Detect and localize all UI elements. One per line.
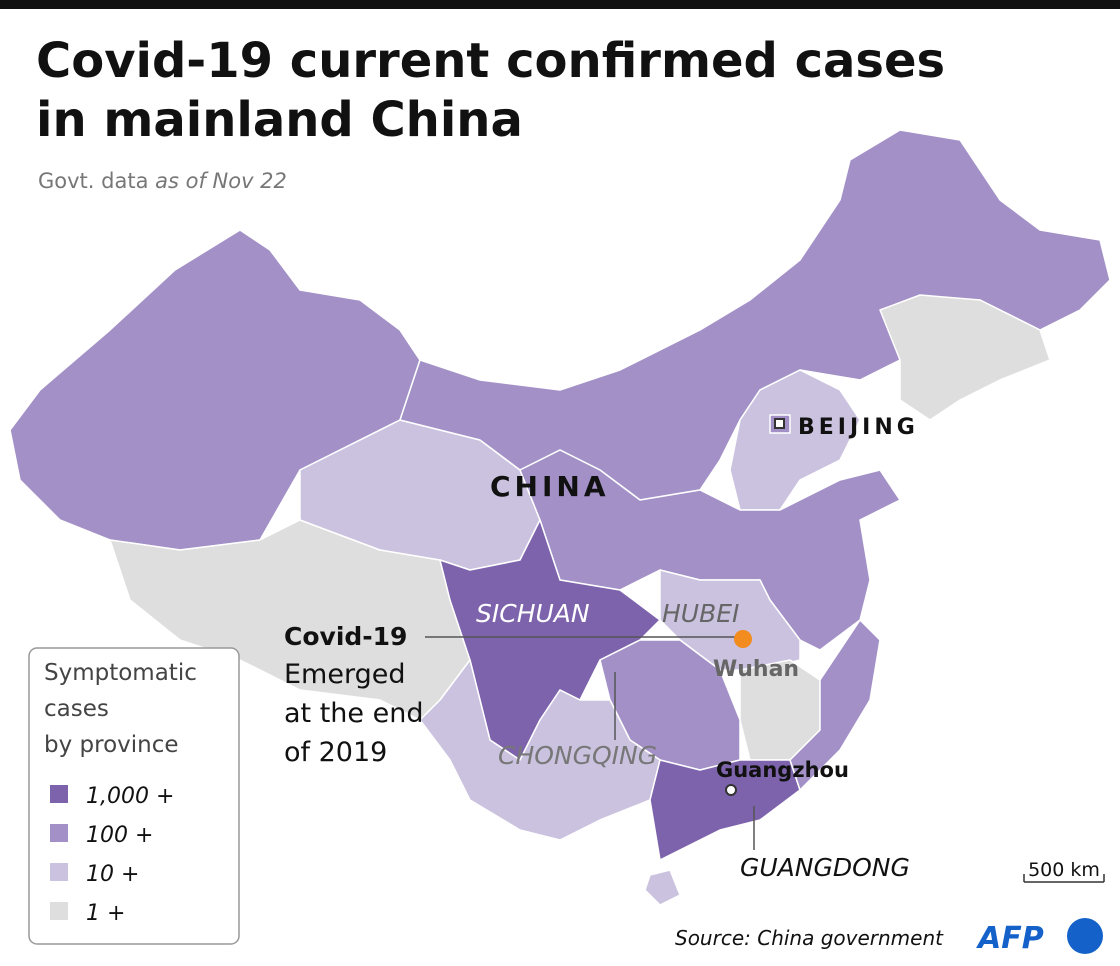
legend-label: 100 + xyxy=(86,823,153,848)
legend-items: 1,000 + 100 + 10 + 1 + xyxy=(50,784,174,926)
region xyxy=(659,569,801,671)
top-rule xyxy=(0,0,1120,9)
country-label: CHINA xyxy=(490,470,610,503)
source: Source: China government xyxy=(675,926,944,950)
province-label: CHONGQING xyxy=(498,741,657,770)
annotation-text: of 2019 xyxy=(284,737,387,768)
legend-box xyxy=(28,647,240,945)
region xyxy=(519,449,901,651)
annotation-text: Emerged xyxy=(284,659,406,690)
city-label: Guangzhou xyxy=(716,758,849,782)
wuhan-marker xyxy=(734,630,752,648)
map xyxy=(9,129,1111,906)
region xyxy=(789,619,881,791)
subtitle: Govt. data as of Nov 22 xyxy=(38,169,287,193)
legend-swatch xyxy=(50,902,68,920)
scale-label: 500 km xyxy=(1028,859,1100,881)
legend-title: by province xyxy=(44,732,179,758)
province-label: SICHUAN xyxy=(476,599,590,628)
city-label: Wuhan xyxy=(713,657,799,682)
region xyxy=(644,869,681,906)
legend-title: Symptomatic xyxy=(44,660,197,686)
capital-label: BEIJING xyxy=(798,415,919,440)
region xyxy=(649,759,801,861)
capital-marker xyxy=(774,418,785,429)
title: in mainland China xyxy=(36,92,523,148)
legend-label: 1,000 + xyxy=(86,784,174,809)
subtitle-date: as of Nov 22 xyxy=(155,169,287,193)
legend-swatch xyxy=(50,863,68,881)
region xyxy=(419,659,661,841)
region xyxy=(729,369,861,511)
legend-title: cases xyxy=(44,696,109,722)
logo: AFP xyxy=(976,921,1044,956)
subtitle-text: Govt. data xyxy=(38,169,148,193)
province-label: HUBEI xyxy=(662,599,739,628)
province-label: GUANGDONG xyxy=(740,853,910,882)
legend-label: 1 + xyxy=(86,901,125,926)
legend-swatch xyxy=(50,785,68,803)
legend: Symptomatic cases by province 1,000 + 100… xyxy=(28,647,240,945)
logo-dot xyxy=(1067,918,1103,954)
city-marker xyxy=(725,784,737,796)
region xyxy=(879,294,1051,421)
legend-swatch xyxy=(50,824,68,842)
title: Covid-19 current confirmed cases xyxy=(36,33,945,89)
annotation-title: Covid-19 xyxy=(284,622,407,651)
annotation-text: at the end xyxy=(284,698,423,729)
legend-label: 10 + xyxy=(86,862,139,887)
